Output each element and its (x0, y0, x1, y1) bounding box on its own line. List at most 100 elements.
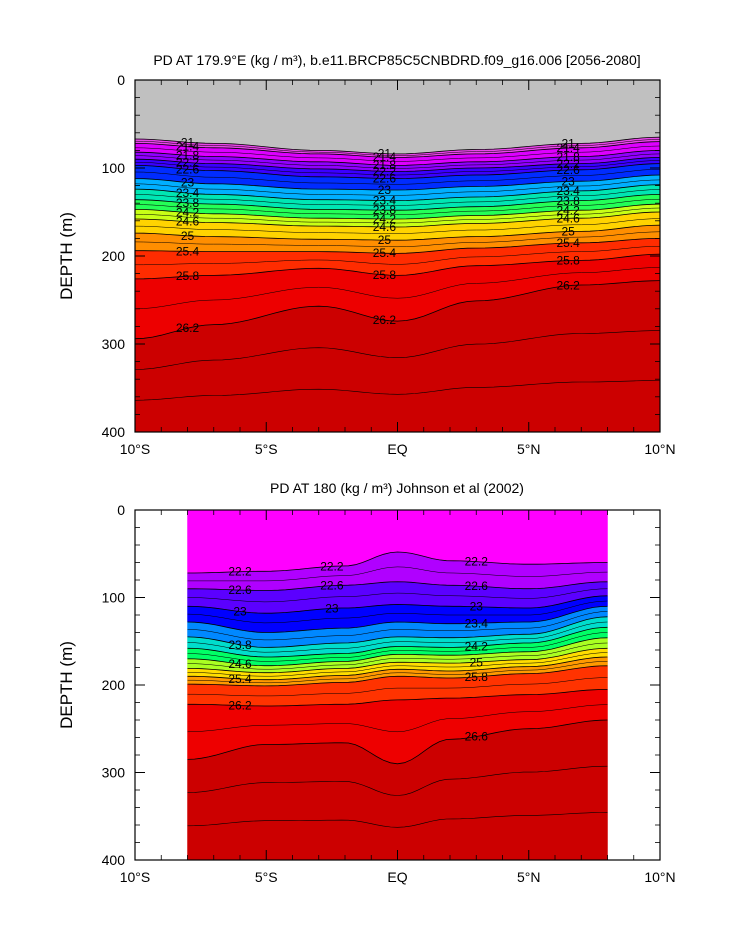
contour-label: 21.8 (556, 150, 580, 164)
contour-label: 25 (181, 229, 195, 243)
contour-label: 21.8 (373, 158, 397, 172)
contour-line (135, 184, 660, 202)
contour-label: 25.8 (176, 269, 200, 283)
contour-line (187, 581, 608, 591)
contour-label: 23.8 (373, 203, 397, 217)
contour-label: 21 (561, 137, 575, 151)
contour-label: 24.6 (556, 211, 580, 225)
y-tick-label: 400 (102, 852, 126, 868)
contour-label: 26.2 (176, 321, 200, 335)
contour-label: 22.2 (373, 164, 397, 178)
x-tick-label: 10°S (120, 441, 151, 457)
contour-line-minor (187, 642, 608, 670)
x-tick-label: 10°N (644, 441, 675, 457)
contour-label: 21 (181, 135, 195, 149)
contour-label: 22.2 (556, 157, 580, 171)
contour-line (135, 211, 660, 228)
contour-line-minor (135, 207, 660, 224)
x-tick-label: EQ (387, 441, 407, 457)
contour-line (135, 136, 660, 155)
axis-ticks-model: 10°S 5°S EQ 5°N 10°N 0 100 200 300 400 (102, 72, 676, 457)
x-tick-label: 5°N (517, 869, 541, 885)
contour-label: 25 (561, 225, 575, 239)
contour-label: 25.4 (373, 246, 397, 260)
contour-label: 22.6 (556, 163, 580, 177)
contour-label: 26.6 (465, 730, 489, 744)
contour-label: 22.2 (176, 156, 200, 170)
y-tick-label: 0 (117, 72, 125, 88)
x-tick-label: EQ (387, 869, 407, 885)
contour-labels-observations: 22.2 22.2 22.2 22.6 22.6 22.6 23 23 23 23.4 23.8 24… (228, 555, 489, 744)
contour-line (187, 595, 608, 614)
contour-line-minor (187, 621, 608, 653)
contour-label: 25 (378, 233, 392, 247)
contour-line (135, 141, 660, 158)
contour-label: 24.2 (373, 212, 397, 226)
y-axis-label-observations: DEPTH (m) (57, 641, 76, 729)
contour-line-minor (187, 566, 608, 582)
contour-line-minor (187, 652, 608, 677)
contour-label: 23.4 (176, 186, 200, 200)
contour-label: 24.6 (228, 657, 252, 671)
contour-label: 21.8 (176, 148, 200, 162)
contour-line-minor (135, 231, 660, 248)
contour-line (135, 280, 660, 340)
contour-label: 23.4 (556, 184, 580, 198)
contour-label: 22.2 (320, 559, 344, 573)
contour-line-minor (135, 218, 660, 234)
contour-line-minor (135, 169, 660, 185)
contour-line (187, 689, 608, 707)
y-axis-label-model: DEPTH (m) (57, 212, 76, 300)
axis-ticks-observations: 10°S 5°S EQ 5°N 10°N 0 100 200 300 400 (102, 502, 676, 885)
contour-label: 25.4 (228, 672, 252, 686)
contour-lines-model (135, 136, 660, 401)
contour-line (135, 174, 660, 191)
contour-line (187, 647, 608, 674)
contour-label: 23 (181, 176, 195, 190)
contour-label: 23.8 (176, 196, 200, 210)
contour-line-deep (187, 765, 608, 796)
x-tick-label: 5°N (517, 441, 541, 457)
contour-label: 22.6 (465, 579, 489, 593)
contour-line-minor (187, 611, 608, 641)
contour-label: 21.4 (176, 140, 200, 154)
contour-line (187, 605, 608, 633)
contour-line (135, 157, 660, 172)
contour-label: 22.2 (228, 565, 252, 579)
contour-label: 25 (470, 655, 484, 669)
contour-line (187, 656, 608, 681)
contour-line-minor (187, 588, 608, 603)
contour-lines-observations (187, 551, 608, 828)
contour-line-deep (135, 330, 660, 370)
contour-line (135, 253, 660, 280)
contour-label: 23.8 (228, 638, 252, 652)
chart-panel-observations: PD AT 180 (kg / m³) Johnson et al (2002)… (57, 480, 676, 885)
contour-line-minor (187, 632, 608, 662)
contour-label: 23 (561, 174, 575, 188)
chart-title-observations: PD AT 180 (kg / m³) Johnson et al (2002) (270, 480, 524, 496)
contour-label: 24.6 (176, 215, 200, 229)
chart-title-model: PD AT 179.9°E (kg / m³), b.e11.BRCP85C5C… (153, 52, 640, 68)
contour-line-minor (135, 179, 660, 196)
contour-line-minor (135, 145, 660, 162)
contour-label: 21 (378, 147, 392, 161)
contour-line-minor (187, 704, 608, 733)
contour-label: 23.8 (556, 194, 580, 208)
contour-line (187, 616, 608, 648)
y-tick-label: 300 (102, 336, 126, 352)
contour-label: 22.6 (228, 583, 252, 597)
contour-label: 24.6 (373, 220, 397, 234)
contour-label: 25.8 (465, 670, 489, 684)
contour-line (187, 551, 608, 574)
contour-label: 23 (233, 605, 247, 619)
contour-label: 25.8 (373, 268, 397, 282)
contour-line-minor (187, 661, 608, 684)
contour-line-minor (135, 267, 660, 310)
y-tick-label: 200 (102, 248, 126, 264)
contour-line (135, 163, 660, 180)
contour-label: 23.4 (465, 616, 489, 630)
contour-label: 21.4 (373, 150, 397, 164)
contour-label: 26.2 (228, 699, 252, 713)
contour-line-minor (135, 189, 660, 206)
contour-label: 23 (470, 600, 484, 614)
